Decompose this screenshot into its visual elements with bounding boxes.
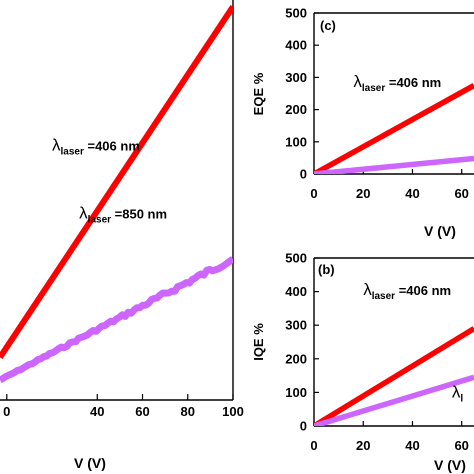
y-tick-label: 400 [285,38,307,53]
series-group [314,83,474,174]
series-line-0 [314,83,474,174]
x-tick-label: 40 [405,186,419,201]
y-tick-label: 500 [285,6,307,21]
x-tick-label: 40 [405,438,419,453]
y-axis-title: EQE % [251,72,266,115]
x-tick-label: 20 [356,186,370,201]
chart-panel-a: 0 40 60 80 100 V (V) λlaser =406 nm λlaser =850… [0,0,244,471]
x-tick-label: 60 [454,438,468,453]
x-tick-label: 40 [90,404,104,419]
x-axis-title: V (V) [424,223,456,239]
series-line-0 [0,5,233,359]
series-line-0 [314,326,474,426]
y-tick-label: 300 [285,318,307,333]
y-tick-label: 100 [285,134,307,149]
series-group [0,5,233,384]
series-annotation: λlaser =406 nm [353,72,441,94]
series-annotation: λlaser =406 nm [363,280,451,302]
x-tick-label: 60 [135,404,149,419]
y-axis-title: IQE % [251,323,266,361]
y-tick-label: 0 [300,419,307,434]
y-tick-label: 300 [285,70,307,85]
series-group [314,326,474,426]
x-tick-label: 0 [310,186,317,201]
y-tick-label: 0 [300,167,307,182]
series-line-1 [314,155,474,174]
x-axis-title: V (V) [434,457,466,473]
y-tick-label: 200 [285,351,307,366]
x-tick-label: 0 [310,438,317,453]
series-annotation: λlaser =406 nm [52,136,140,158]
series-annotation: λl [452,382,464,404]
chart-panel-c: 0 20 40 60 0 100 200 300 400 500 V (V) EQE % (c) λlas… [251,6,474,239]
x-tick-label: 80 [181,404,195,419]
series-line-1 [0,256,233,384]
y-tick-label: 100 [285,385,307,400]
x-tick-label: 100 [222,404,244,419]
x-tick-label: 20 [356,438,370,453]
chart-panel-b: 0 20 40 60 0 100 200 300 400 500 V (V) IQE % (b) λlas… [251,251,474,473]
y-tick-label: 200 [285,102,307,117]
series-annotation: λlaser =850 nm [79,204,167,226]
y-tick-label: 400 [285,284,307,299]
x-axis-title: V (V) [74,455,106,471]
series-line-1 [314,374,474,426]
x-tick-label: 60 [454,186,468,201]
y-tick-label: 500 [285,251,307,266]
x-tick-label: 0 [3,404,10,419]
panel-label: (c) [320,18,336,33]
panel-label: (b) [318,262,335,277]
